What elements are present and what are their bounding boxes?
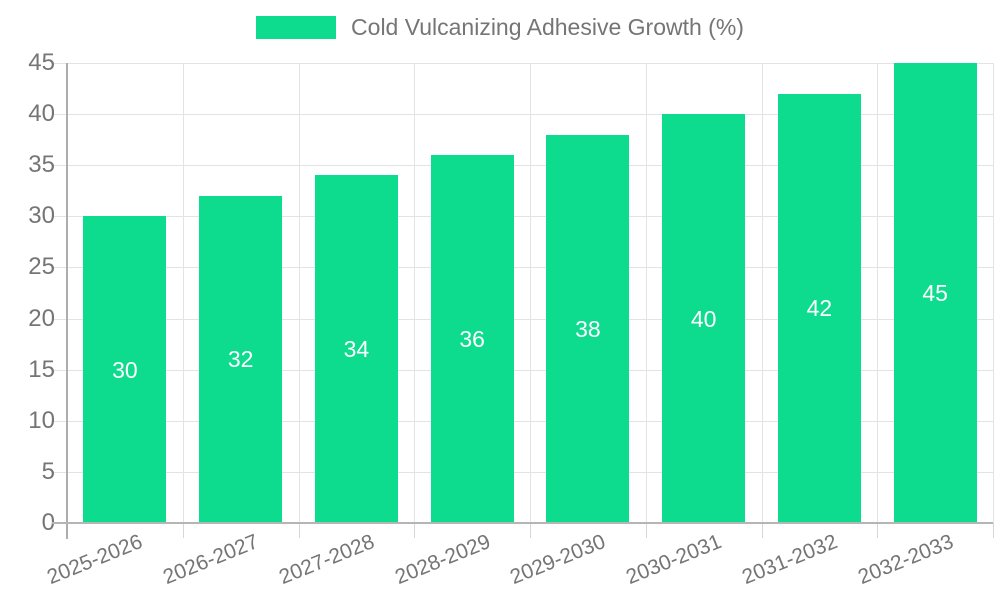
bar-2031-2032[interactable] — [777, 93, 861, 523]
legend-swatch — [256, 16, 337, 39]
x-axis-tick — [298, 523, 300, 538]
x-axis-category-label: 2030-2031 — [623, 530, 725, 590]
x-axis-tick — [182, 523, 184, 538]
legend-label: Cold Vulcanizing Adhesive Growth (%) — [351, 14, 744, 40]
bar-value-label: 38 — [575, 315, 601, 342]
bar-2027-2028[interactable] — [314, 175, 398, 523]
y-axis-tick-label: 20 — [28, 304, 55, 332]
y-axis-tick-label: 30 — [28, 202, 55, 230]
x-axis-tick — [645, 523, 647, 538]
x-axis-tick — [761, 523, 763, 538]
x-axis-category-label: 2029-2030 — [507, 530, 610, 590]
x-axis-category-label: 2031-2032 — [738, 530, 841, 590]
y-gridline — [52, 267, 993, 269]
y-axis-tick-label: 10 — [28, 406, 55, 434]
y-axis-tick-label: 15 — [28, 355, 55, 383]
x-axis-tick — [414, 523, 416, 538]
y-axis-tick-label: 45 — [28, 49, 55, 76]
x-axis-category-label: 2025-2026 — [44, 530, 147, 590]
y-axis-tick-label: 5 — [41, 457, 55, 485]
bar-2025-2026[interactable] — [83, 216, 167, 523]
bar-value-label: 34 — [343, 336, 370, 363]
x-axis-category-label: 2032-2033 — [854, 530, 957, 590]
x-gridline — [761, 63, 763, 523]
x-gridline — [530, 63, 531, 523]
bar-value-label: 32 — [227, 346, 254, 373]
x-axis-line — [52, 522, 993, 524]
x-axis-category-label: 2028-2029 — [391, 530, 494, 590]
x-gridline — [182, 63, 184, 523]
bar-2026-2027[interactable] — [199, 195, 283, 523]
bar-value-label: 40 — [690, 305, 717, 332]
bar-2032-2033[interactable] — [893, 63, 977, 523]
y-axis-tick-label: 0 — [41, 509, 55, 536]
y-gridline — [52, 114, 993, 116]
y-axis-tick-label: 40 — [28, 100, 55, 128]
x-gridline — [298, 63, 300, 523]
x-axis-tick — [877, 523, 879, 538]
bar-value-label: 36 — [459, 326, 485, 352]
y-gridline — [52, 471, 993, 473]
y-gridline — [52, 318, 993, 320]
x-gridline — [645, 63, 647, 523]
x-axis-category-label: 2027-2028 — [275, 530, 378, 590]
x-axis-category-label: 2026-2027 — [160, 530, 262, 590]
bar-value-label: 45 — [922, 280, 948, 306]
bar-2028-2029[interactable] — [430, 155, 514, 523]
y-axis-tick-label: 35 — [28, 151, 55, 179]
y-gridline — [52, 369, 993, 371]
x-axis-tick — [530, 523, 531, 538]
x-gridline — [414, 63, 416, 523]
x-gridline — [877, 63, 879, 523]
y-gridline — [52, 63, 993, 64]
legend[interactable]: Cold Vulcanizing Adhesive Growth (%) — [0, 14, 1000, 41]
x-axis-tick — [993, 523, 994, 538]
y-gridline — [52, 165, 993, 167]
y-axis-line — [66, 63, 68, 539]
bar-2030-2031[interactable] — [662, 114, 746, 523]
bar-2029-2030[interactable] — [546, 134, 630, 523]
y-axis-tick-label: 25 — [28, 253, 55, 281]
y-gridline — [52, 216, 993, 218]
bar-value-label: 30 — [112, 356, 138, 383]
bar-value-label: 42 — [806, 295, 833, 322]
x-gridline — [993, 63, 994, 523]
y-gridline — [52, 420, 993, 422]
